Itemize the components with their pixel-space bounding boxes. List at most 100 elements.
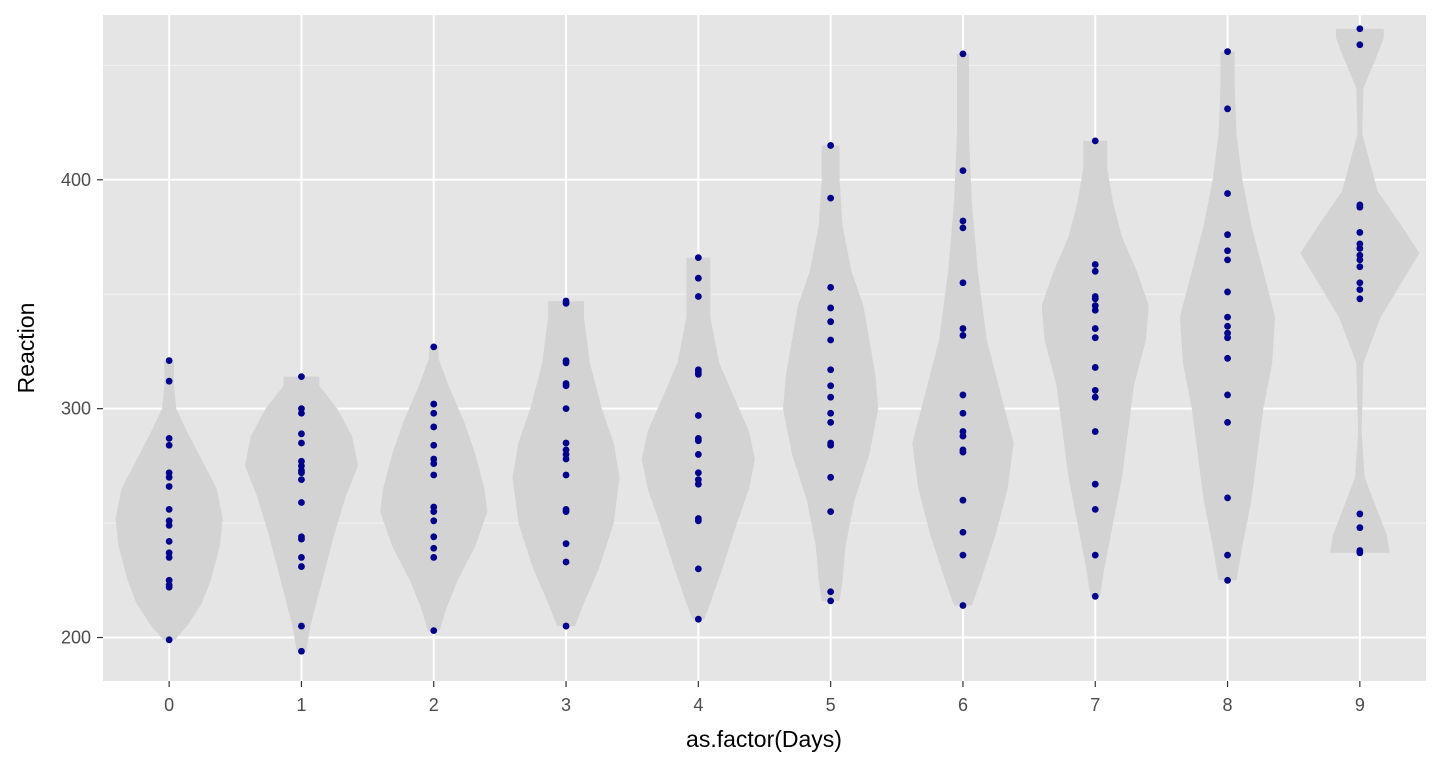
data-point xyxy=(298,535,305,543)
data-point xyxy=(694,274,702,282)
data-point xyxy=(694,469,702,477)
data-point xyxy=(298,647,305,655)
data-point xyxy=(827,194,835,202)
data-point xyxy=(959,432,967,440)
data-point xyxy=(165,435,173,442)
data-point xyxy=(1091,295,1099,303)
data-point xyxy=(165,483,173,490)
data-point xyxy=(959,50,967,58)
data-point xyxy=(827,597,835,605)
data-point xyxy=(430,409,438,417)
data-point xyxy=(1091,364,1099,371)
data-point xyxy=(1356,25,1364,33)
data-point xyxy=(694,412,702,419)
data-point xyxy=(1224,418,1231,426)
data-point xyxy=(562,622,570,630)
data-point xyxy=(1356,279,1364,287)
data-point xyxy=(1356,510,1364,518)
data-point xyxy=(959,217,967,225)
data-point xyxy=(1356,245,1364,252)
data-point xyxy=(165,636,173,644)
data-point xyxy=(1224,322,1231,330)
data-point xyxy=(562,508,570,516)
data-point xyxy=(298,373,305,381)
data-point xyxy=(959,528,967,536)
data-point xyxy=(298,439,305,447)
data-point xyxy=(1224,288,1231,296)
x-axis-title: as.factor(Days) xyxy=(686,726,842,752)
violin-day-1 xyxy=(244,376,358,652)
data-point xyxy=(562,299,570,307)
x-tick-label: 4 xyxy=(693,695,703,715)
violin-day-5 xyxy=(783,145,879,601)
data-point xyxy=(430,517,438,525)
data-point xyxy=(562,540,570,548)
data-point xyxy=(562,439,570,447)
y-tick-label: 400 xyxy=(61,170,91,190)
data-point xyxy=(562,382,570,390)
data-point xyxy=(562,558,570,566)
data-point xyxy=(1091,325,1099,332)
data-point xyxy=(1091,480,1099,488)
data-point xyxy=(1091,551,1099,559)
data-point xyxy=(298,476,305,483)
data-point xyxy=(165,537,173,545)
data-point xyxy=(959,279,967,287)
x-tick-label: 5 xyxy=(826,695,836,715)
data-point xyxy=(1224,247,1231,255)
data-point xyxy=(1224,256,1231,264)
x-tick-label: 9 xyxy=(1355,695,1365,715)
data-point xyxy=(827,418,835,426)
data-point xyxy=(562,359,570,367)
data-point xyxy=(694,451,702,458)
data-point xyxy=(298,563,305,570)
data-point xyxy=(827,366,835,374)
data-point xyxy=(430,423,438,431)
data-point xyxy=(1356,229,1364,236)
data-point xyxy=(165,357,173,364)
data-point xyxy=(165,377,173,385)
x-tick-label: 0 xyxy=(164,695,174,715)
data-point xyxy=(430,554,438,561)
data-point xyxy=(959,409,967,417)
data-point xyxy=(1356,295,1364,303)
data-point xyxy=(562,405,570,413)
data-point xyxy=(959,602,967,609)
data-point xyxy=(430,627,438,635)
data-point xyxy=(430,441,438,449)
data-point xyxy=(827,393,835,401)
data-point xyxy=(959,448,967,456)
data-point xyxy=(430,471,438,479)
data-point xyxy=(298,499,305,506)
data-point xyxy=(430,544,438,552)
data-point xyxy=(430,508,438,516)
data-point xyxy=(1224,576,1231,584)
data-point xyxy=(694,480,702,488)
data-point xyxy=(1224,354,1231,362)
violin-day-3 xyxy=(512,301,620,627)
x-tick-label: 2 xyxy=(429,695,439,715)
data-point xyxy=(165,521,173,529)
data-point xyxy=(959,551,967,559)
data-point xyxy=(298,469,305,477)
data-point xyxy=(1356,524,1364,532)
y-tick-label: 300 xyxy=(61,399,91,419)
data-point xyxy=(959,496,967,504)
x-tick-label: 3 xyxy=(561,695,571,715)
data-point xyxy=(959,224,967,232)
violin-day-2 xyxy=(380,346,488,631)
data-point xyxy=(1091,261,1099,268)
data-point xyxy=(298,409,305,417)
data-point xyxy=(1224,105,1231,113)
data-point xyxy=(430,400,438,408)
data-point xyxy=(1091,386,1099,394)
data-point xyxy=(827,283,835,291)
data-point xyxy=(1356,256,1364,264)
data-point xyxy=(827,304,835,312)
x-tick-label: 6 xyxy=(958,695,968,715)
data-point xyxy=(694,370,702,378)
data-point xyxy=(165,441,173,449)
data-point xyxy=(1091,137,1099,145)
data-point xyxy=(827,142,835,149)
